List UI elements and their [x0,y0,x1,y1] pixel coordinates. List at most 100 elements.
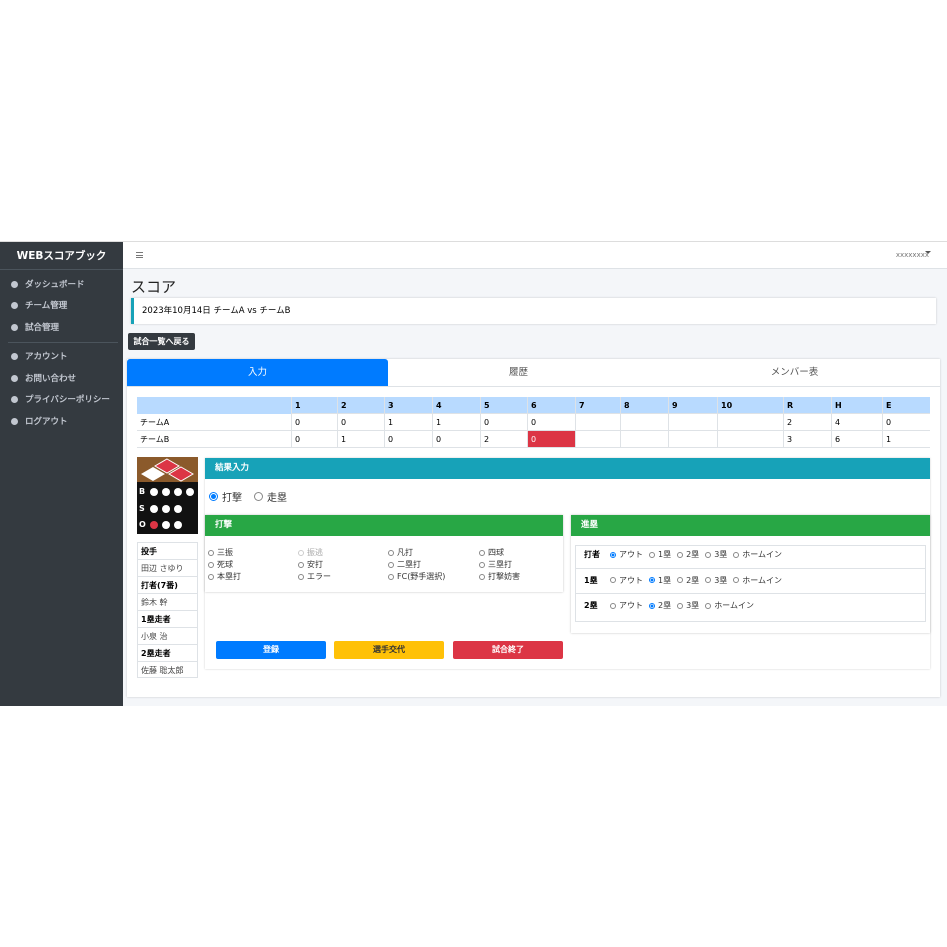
menu-item[interactable]: アカウント [25,352,68,362]
team-name: チームA [137,414,291,431]
score-column: 2 [337,397,384,414]
menu-toggle[interactable] [136,252,143,258]
player-role: 2塁走者 [137,644,198,661]
page-title: スコア [131,278,177,296]
count-dot [162,488,170,496]
mode-radio[interactable]: 打撃 [209,489,242,504]
mode-radio[interactable]: 走塁 [254,489,287,504]
option-label: 3塁 [714,550,728,559]
brand: WEBスコアブック [16,250,107,262]
radio [705,577,712,583]
menu-icon [11,396,18,403]
score-cell [575,414,620,431]
radio [208,561,214,568]
option-label: 凡打 [397,548,413,557]
option-label: FC(野手選択) [397,572,446,581]
batting-option[interactable]: FC(野手選択) [388,571,445,582]
advance-option[interactable]: アウト [610,600,643,611]
divider [8,342,118,343]
score-cell: 2 [480,431,527,448]
advance-option[interactable]: 3塁 [677,600,699,611]
score-column: 9 [668,397,717,414]
menu-item[interactable]: ダッシュボード [25,280,85,290]
result-header: 結果入力 [205,458,930,479]
divider [0,269,123,270]
option-label: 本塁打 [217,572,241,581]
menu-item[interactable]: プライバシーポリシー [25,395,110,405]
advance-option[interactable]: 1塁 [649,575,671,586]
batting-option[interactable]: 四球 [479,547,504,558]
score-column: 8 [620,397,668,414]
action-button[interactable]: 登録 [216,641,326,659]
advance-option[interactable]: ホームイン [733,549,782,560]
count-label: S [139,503,145,513]
batting-option[interactable]: 二塁打 [388,559,421,570]
advance-option[interactable]: 1塁 [649,549,671,560]
menu-item[interactable]: チーム管理 [25,301,68,311]
advance-option[interactable]: 2塁 [677,549,699,560]
advance-option[interactable]: アウト [610,575,643,586]
batting-option[interactable]: 凡打 [388,547,413,558]
batting-option[interactable]: 三振 [208,547,233,558]
action-button[interactable]: 選手交代 [334,641,444,659]
advance-options: アウト 1塁 2塁 3塁 ホームイン [610,575,782,586]
score-cell: 0 [384,431,432,448]
advance-option[interactable]: 3塁 [705,549,727,560]
tab[interactable]: 履歴 [508,367,528,378]
player-name: 佐藤 聡太郎 [137,661,198,678]
advance-option[interactable]: ホームイン [705,600,754,611]
menu-item[interactable]: ログアウト [25,417,68,427]
tab-line [127,386,940,387]
batting-option[interactable]: 三塁打 [479,559,512,570]
player-name: 田辺 さゆり [137,559,198,576]
count-dot [186,488,194,496]
count-dot [150,504,158,513]
advance-option[interactable]: ホームイン [733,575,782,586]
advance-option[interactable]: アウト [610,549,643,560]
menu-icon [11,418,18,425]
score-cell: 1 [882,431,930,448]
radio [610,577,616,583]
advance-option[interactable]: 2塁 [649,600,671,611]
batting-option[interactable]: エラー [298,571,331,582]
option-label: ホームイン [742,550,783,559]
option-label: ホームイン [714,601,754,610]
batting-option: 振逃 [298,547,323,558]
batting-option[interactable]: 本塁打 [208,571,241,582]
batting-header: 打撃 [205,515,563,536]
advance-header: 進塁 [571,515,930,536]
user-menu[interactable]: xxxxxxxx [895,251,929,259]
radio [610,551,616,558]
action-button[interactable]: 試合終了 [453,641,563,659]
radio [677,551,684,558]
count-dot [150,488,158,496]
radio [209,492,218,501]
radio [298,549,304,556]
count-label: O [139,520,146,529]
player-name: 鈴木 幹 [137,593,198,610]
score-cell: 1 [384,414,432,431]
menu-item[interactable]: お問い合わせ [25,374,77,384]
back-button[interactable]: 試合一覧へ戻る [128,333,195,350]
advance-option[interactable]: 2塁 [677,575,699,586]
radio [208,549,214,556]
radio [733,577,740,583]
menu-icon [11,281,18,288]
advance-option[interactable]: 3塁 [705,575,727,586]
batting-option[interactable]: 死球 [208,559,233,570]
radio [388,561,394,568]
batting-option[interactable]: 安打 [298,559,323,570]
count-dot [150,521,158,529]
tab[interactable]: メンバー表 [770,367,819,378]
score-cell: 1 [432,414,480,431]
option-label: エラー [307,572,331,581]
batting-option[interactable]: 打撃妨害 [479,571,520,582]
score-cell: 4 [831,414,882,431]
score-column: E [882,397,930,414]
tab[interactable]: 入力 [127,359,388,386]
option-label: 2塁 [686,550,700,559]
option-label: 1塁 [658,550,672,559]
score-cell: 0 [882,414,930,431]
menu-item[interactable]: 試合管理 [25,323,60,333]
